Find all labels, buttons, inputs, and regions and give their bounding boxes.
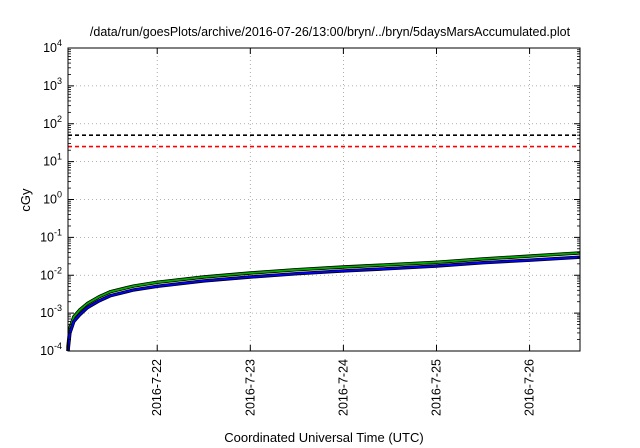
x-tick-label: 2016-7-24: [336, 359, 350, 416]
y-tick-label: 104: [43, 38, 62, 55]
y-tick-label: 100: [43, 190, 62, 207]
chart-title: /data/run/goesPlots/archive/2016-07-26/1…: [90, 25, 571, 39]
y-axis: 10-4 10-3 10-2 10-1 100 101 102 103 104: [40, 38, 580, 358]
y-axis-label: cGy: [18, 188, 33, 212]
grid-layer: [68, 48, 580, 351]
x-tick-label: 2016-7-26: [523, 359, 537, 416]
y-tick-label: 10-1: [40, 227, 62, 244]
x-axis-label: Coordinated Universal Time (UTC): [224, 430, 423, 445]
x-tick-label: 2016-7-22: [150, 359, 164, 416]
x-tick-label: 2016-7-25: [429, 359, 443, 416]
y-tick-label: 101: [43, 152, 62, 169]
y-tick-label: 10-3: [40, 303, 62, 320]
y-tick-label: 102: [43, 114, 62, 131]
threshold-layer: [68, 134, 580, 148]
series-line: [67, 256, 581, 352]
y-tick-label: 10-2: [40, 265, 62, 282]
y-tick-label: 103: [43, 76, 62, 93]
series-layer: [66, 251, 581, 352]
x-axis: 2016-7-22 2016-7-23 2016-7-24 2016-7-25 2016…: [150, 48, 537, 416]
x-tick-label: 2016-7-23: [243, 359, 257, 416]
series-line: [67, 252, 581, 351]
y-tick-label: 10-4: [40, 341, 62, 358]
